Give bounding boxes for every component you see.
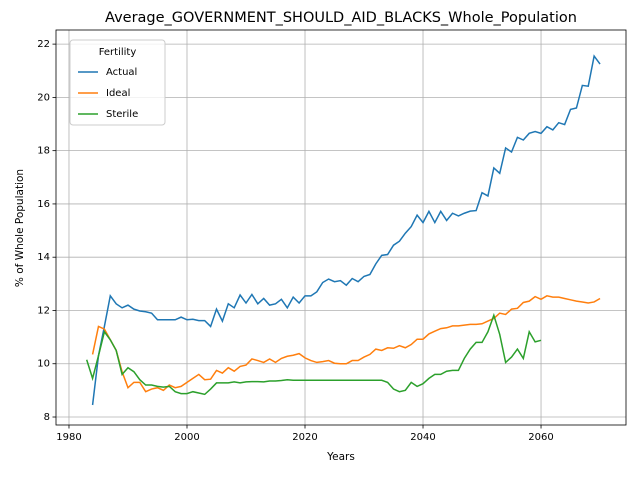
plot-frame xyxy=(55,29,627,426)
legend-title: Fertility xyxy=(99,47,137,58)
chart-title: Average_GOVERNMENT_SHOULD_AID_BLACKS_Who… xyxy=(105,10,577,26)
y-tick-label: 20 xyxy=(37,92,50,103)
series-line xyxy=(85,312,542,396)
y-tick-label: 16 xyxy=(37,199,50,210)
x-tick-label: 2000 xyxy=(174,432,199,443)
x-tick-label: 2020 xyxy=(292,432,317,443)
y-axis-label: % of Whole Population xyxy=(14,169,26,287)
y-tick-label: 14 xyxy=(37,252,50,263)
legend-box xyxy=(69,39,166,126)
y-tick-label: 8 xyxy=(44,412,50,423)
x-axis-label: Years xyxy=(326,451,355,463)
legend: Fertility Actual Ideal Sterile xyxy=(69,39,166,126)
y-tick-label: 18 xyxy=(37,146,50,157)
x-tick-label: 2040 xyxy=(410,432,435,443)
x-tick-label: 1980 xyxy=(56,432,81,443)
series-line xyxy=(91,54,601,406)
legend-label: Ideal xyxy=(106,88,130,99)
y-tick-label: 22 xyxy=(37,39,50,50)
legend-label: Actual xyxy=(106,67,137,78)
series-line xyxy=(91,295,601,393)
y-tick-label: 10 xyxy=(37,359,50,370)
y-tick-label: 12 xyxy=(37,305,50,316)
legend-label: Sterile xyxy=(106,109,138,120)
x-tick-label: 2060 xyxy=(528,432,553,443)
